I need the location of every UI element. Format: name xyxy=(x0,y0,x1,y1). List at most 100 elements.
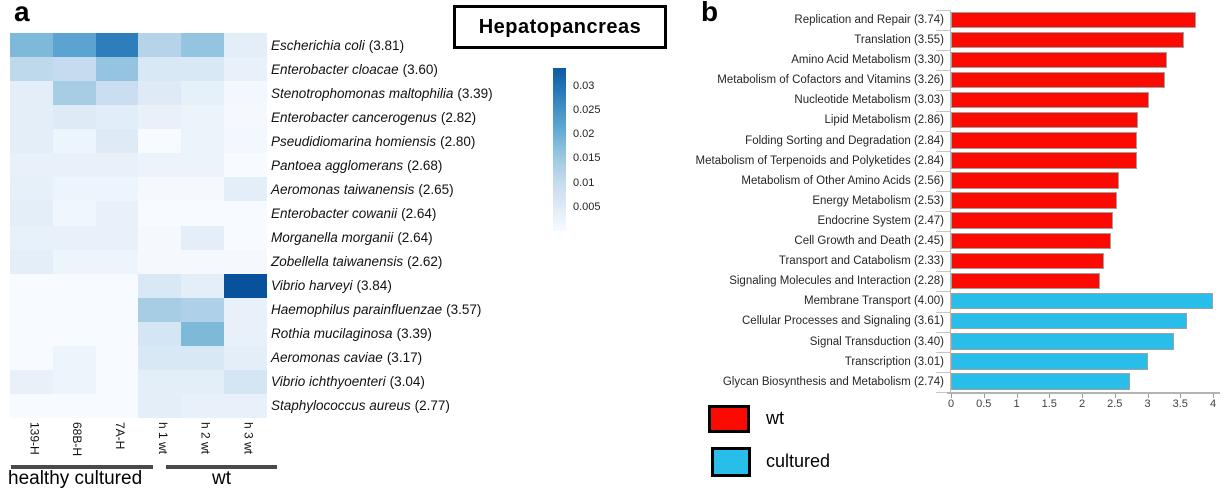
bar-row: Translation (3.55) xyxy=(655,30,1224,50)
heatmap-cell xyxy=(181,345,225,370)
category-tick xyxy=(936,371,951,373)
heatmap-cell xyxy=(181,57,225,82)
bar-wt xyxy=(951,11,1196,28)
heatmap-cell xyxy=(224,57,267,82)
heatmap-cell xyxy=(181,33,225,58)
species-score: (3.84) xyxy=(356,278,392,294)
x-axis-tick-label: 3 xyxy=(1144,398,1151,410)
heatmap-cell xyxy=(95,225,139,250)
bar-category-label: Glycan Biosynthesis and Metabolism (2.74… xyxy=(722,375,944,388)
heatmap-cell xyxy=(52,393,96,418)
heatmap-cell xyxy=(10,33,53,58)
heatmap-column-label: 7A-H xyxy=(113,422,128,450)
heatmap-cell xyxy=(181,297,225,322)
colorbar-tick-label: 0.03 xyxy=(573,79,595,92)
heatmap-cell xyxy=(52,249,96,274)
heatmap-cell xyxy=(52,177,96,202)
bar-cultured xyxy=(951,353,1149,370)
species-label: Staphylococcus aureus (2.77) xyxy=(271,394,571,418)
legend-swatch-wt xyxy=(708,405,750,433)
heatmap-cell xyxy=(138,297,182,322)
heatmap-cell xyxy=(181,177,225,202)
heatmap-cell xyxy=(52,153,96,178)
species-name: Escherichia coli xyxy=(271,37,365,53)
heatmap-cell xyxy=(181,129,225,154)
heatmap-cell xyxy=(138,105,182,130)
heatmap-cell xyxy=(181,393,225,418)
heatmap-cell xyxy=(224,201,267,226)
species-name: Pseudidiomarina homiensis xyxy=(271,133,437,149)
heatmap-cell xyxy=(138,273,182,298)
colorbar-tick-label: 0.015 xyxy=(573,152,601,165)
species-name: Vibrio ichthyoenteri xyxy=(271,374,386,390)
bar-row: Cellular Processes and Signaling (3.61) xyxy=(655,311,1224,331)
species-score: (2.65) xyxy=(418,181,454,197)
bar-row: Folding Sorting and Degradation (2.84) xyxy=(655,131,1224,151)
bar-category-label: Membrane Transport (4.00) xyxy=(804,295,944,308)
heatmap-cell xyxy=(224,369,267,394)
bar-row: Energy Metabolism (2.53) xyxy=(655,191,1224,211)
species-label: Enterobacter cloacae (3.60) xyxy=(271,57,571,81)
category-tick xyxy=(936,351,951,353)
species-label: Rothia mucilaginosa (3.39) xyxy=(271,322,571,346)
category-tick xyxy=(936,70,951,72)
heatmap-cell xyxy=(95,369,139,394)
heatmap-column-label: h 2 wt xyxy=(198,422,213,455)
category-tick xyxy=(936,331,951,333)
heatmap-cell xyxy=(181,225,225,250)
bar-row: Glycan Biosynthesis and Metabolism (2.74… xyxy=(655,372,1224,392)
bar-cultured xyxy=(951,373,1131,390)
heatmap-column-label: 68B-H xyxy=(70,422,85,457)
heatmap-cell xyxy=(224,393,267,418)
heatmap-cell xyxy=(224,273,267,298)
species-label: Aeromonas caviae (3.17) xyxy=(271,346,571,370)
species-score: (3.57) xyxy=(446,302,482,318)
heatmap-cell xyxy=(138,393,182,418)
heatmap-column-label: h 3 wt xyxy=(241,422,256,455)
tissue-title: Hepatopancreas xyxy=(478,15,642,38)
colorbar-tick-label: 0.01 xyxy=(573,176,595,189)
heatmap-cell xyxy=(224,345,267,370)
heatmap-cell xyxy=(181,201,225,226)
species-label: Pseudidiomarina homiensis (2.80) xyxy=(271,129,571,153)
colorbar xyxy=(553,68,566,231)
category-tick xyxy=(936,291,951,293)
heatmap-cell xyxy=(10,201,53,226)
species-name: Staphylococcus aureus xyxy=(271,398,411,414)
heatmap xyxy=(10,33,267,418)
heatmap-cell xyxy=(224,321,267,346)
bar-wt xyxy=(951,192,1117,209)
category-tick xyxy=(936,211,951,213)
species-name: Aeromonas caviae xyxy=(271,350,383,366)
bar-row: Metabolism of Other Amino Acids (2.56) xyxy=(655,171,1224,191)
legend-label-wt: wt xyxy=(766,408,784,428)
bar-cultured xyxy=(951,312,1188,330)
heatmap-cell xyxy=(10,81,53,106)
heatmap-row-labels: Escherichia coli (3.81) Enterobacter cloac… xyxy=(271,33,571,418)
heatmap-cell xyxy=(138,57,182,82)
heatmap-cell xyxy=(10,105,53,130)
heatmap-cell xyxy=(95,129,139,154)
category-tick xyxy=(936,311,951,313)
category-tick xyxy=(936,110,951,112)
species-label: Vibrio ichthyoenteri (3.04) xyxy=(271,370,571,394)
bar-row: Signal Transduction (3.40) xyxy=(655,332,1224,352)
heatmap-cell xyxy=(138,33,182,58)
heatmap-cell xyxy=(52,81,96,106)
heatmap-cell xyxy=(52,105,96,130)
heatmap-cell xyxy=(10,225,53,250)
bar-category-label: Signal Transduction (3.40) xyxy=(809,335,944,348)
x-axis-tick xyxy=(1180,394,1182,398)
bar-wt xyxy=(951,31,1184,49)
bar-row: Nucleotide Metabolism (3.03) xyxy=(655,90,1224,110)
heatmap-cell xyxy=(95,57,139,82)
bar-category-label: Metabolism of Cofactors and Vitamins (3.… xyxy=(717,74,944,87)
species-name: Haemophilus parainfluenzae xyxy=(271,302,443,318)
heatmap-cell xyxy=(10,249,53,274)
heatmap-cell xyxy=(10,177,53,202)
bar-wt xyxy=(951,272,1101,290)
bar-wt xyxy=(951,252,1104,270)
heatmap-cell xyxy=(138,177,182,202)
group-underline-healthy-cultured xyxy=(11,465,153,469)
species-name: Enterobacter cancerogenus xyxy=(271,109,437,125)
